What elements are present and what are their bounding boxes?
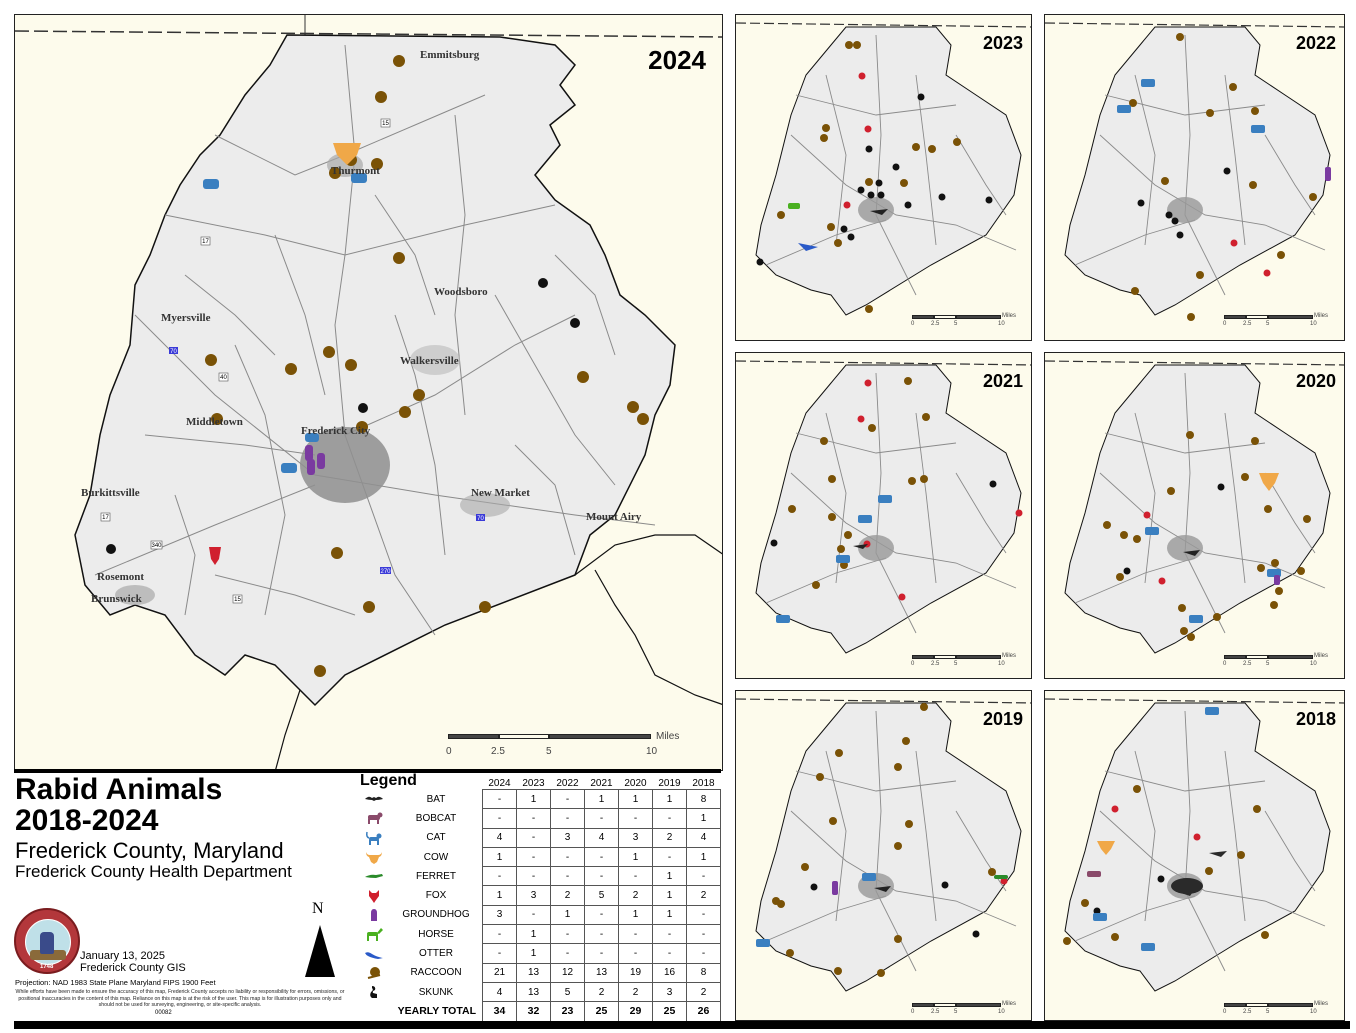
map-date: January 13, 2025 <box>80 950 166 962</box>
skunk-icon <box>370 986 377 999</box>
year-header: 2022 <box>556 777 579 789</box>
town-label: Myersville <box>161 312 211 324</box>
legend-row-bobcat: BOBCAT ------1 <box>358 808 721 829</box>
inset-year: 2021 <box>982 371 1023 391</box>
town-label: New Market <box>471 487 530 499</box>
map-producer: Frederick County GIS <box>80 962 186 974</box>
town-label: Middletown <box>186 416 243 428</box>
year-header: 2019 <box>658 777 681 789</box>
inset-map-2020: 2020 0 2.5 5 10 Miles <box>1044 352 1345 679</box>
town-label: Mount Airy <box>586 511 642 523</box>
raccoon-icon <box>367 966 381 979</box>
inset-year: 2018 <box>1295 709 1336 729</box>
legend-row-ferret: FERRET -----1- <box>358 866 721 887</box>
town-label: Frederick City <box>301 425 371 437</box>
inset-year: 2019 <box>982 709 1023 729</box>
legend-row-horse: HORSE -1----- <box>358 924 721 945</box>
year-header: 2024 <box>488 777 511 789</box>
svg-text:15: 15 <box>382 121 389 127</box>
svg-text:270: 270 <box>380 569 391 575</box>
svg-text:15: 15 <box>234 597 241 603</box>
year-header: 2023 <box>522 777 545 789</box>
map-title-years: 2018-2024 <box>15 804 159 837</box>
disclaimer-text: While efforts have been made to ensure t… <box>15 989 345 1008</box>
inset-scale-bar: 0 2.5 5 10 Miles <box>1223 653 1329 667</box>
bobcat-icon <box>368 812 383 825</box>
main-map-year: 2024 <box>648 45 706 75</box>
north-arrow-icon <box>305 925 335 977</box>
inset-map-2023: 2023 0 2.5 5 10 Miles <box>735 14 1032 341</box>
cow-icon <box>366 852 382 865</box>
town-label: Walkersville <box>400 355 459 367</box>
map-number: 00082 <box>155 1010 172 1016</box>
map-county: Frederick County, Maryland <box>15 838 284 863</box>
legend-row-otter: OTTER -1----- <box>358 943 721 964</box>
svg-text:40: 40 <box>220 375 227 381</box>
cat-icon <box>366 831 382 845</box>
horse-icon <box>367 928 383 942</box>
bottom-border <box>14 1021 1350 1029</box>
ferret-icon <box>365 874 383 879</box>
svg-text:17: 17 <box>102 515 109 521</box>
markers-2024 <box>106 55 649 677</box>
inset-map-2019: 2019 0 2.5 5 10 Miles <box>735 690 1032 1021</box>
scale-bar: 0 2.5 5 10 Miles <box>446 731 680 757</box>
legend-row-cow: COW 1---1-1 <box>358 846 721 868</box>
map-department: Frederick County Health Department <box>15 862 292 881</box>
inset-scale-bar: 0 2.5 5 10 Miles <box>1223 1001 1329 1015</box>
year-header: 2018 <box>692 777 715 789</box>
main-map-2024: 15 17 40 17 15 340 70 70 270 <box>14 14 723 771</box>
groundhog-icon <box>371 908 377 921</box>
title-divider <box>14 769 721 773</box>
north-arrow: N <box>300 900 340 980</box>
town-label: Emmitsburg <box>420 49 480 61</box>
inset-year: 2020 <box>1295 371 1336 391</box>
legend-header-row: 2024 2023 2022 2021 2020 2019 2018 <box>358 777 721 790</box>
svg-text:70: 70 <box>170 349 177 355</box>
county-seal-logo: 1748 <box>14 908 80 974</box>
svg-text:17: 17 <box>202 239 209 245</box>
map-title: Rabid Animals <box>15 773 223 806</box>
town-label: Woodsboro <box>434 286 488 298</box>
legend-row-raccoon: RACCOON 21 13 12 13 19 16 8 <box>358 962 721 983</box>
town-label: Burkittsville <box>81 487 140 499</box>
inset-scale-bar: 0 2.5 5 10 Miles <box>911 313 1017 327</box>
inset-map-2021: 2021 0 2.5 5 10 Miles <box>735 352 1032 679</box>
otter-icon <box>365 951 383 959</box>
inset-year: 2022 <box>1295 33 1336 53</box>
legend-title: Legend <box>360 772 417 789</box>
bat-icon <box>365 796 383 802</box>
inset-scale-bar: 0 2.5 5 10 Miles <box>911 653 1017 667</box>
town-label: Brunswick <box>91 593 142 605</box>
inset-year: 2023 <box>982 33 1023 53</box>
legend-row-skunk: SKUNK 4 13 5 2 2 3 2 <box>358 981 721 1003</box>
year-header: 2021 <box>590 777 613 789</box>
county-map-main: 15 17 40 17 15 340 70 70 270 <box>15 15 722 770</box>
town-label: Rosemont <box>97 571 145 583</box>
fox-icon <box>369 889 379 903</box>
legend-table: 2024 2023 2022 2021 2020 2019 2018 BAT -… <box>358 777 721 1022</box>
legend-row-total: YEARLY TOTAL 34 32 23 25 29 25 26 <box>358 1001 721 1022</box>
svg-text:70: 70 <box>477 516 484 522</box>
town-label: Thurmont <box>331 165 380 177</box>
svg-text:340: 340 <box>151 543 162 549</box>
inset-map-2018: 2018 0 2.5 5 10 Miles <box>1044 690 1345 1021</box>
inset-map-2022: 2022 0 2.5 5 10 Miles <box>1044 14 1345 341</box>
projection-text: Projection: NAD 1983 State Plane Marylan… <box>15 978 216 987</box>
north-label: N <box>312 900 324 917</box>
inset-scale-bar: 0 2.5 5 10 Miles <box>911 1001 1017 1015</box>
inset-scale-bar: 0 2.5 5 10 Miles <box>1223 313 1329 327</box>
year-header: 2020 <box>624 777 647 789</box>
